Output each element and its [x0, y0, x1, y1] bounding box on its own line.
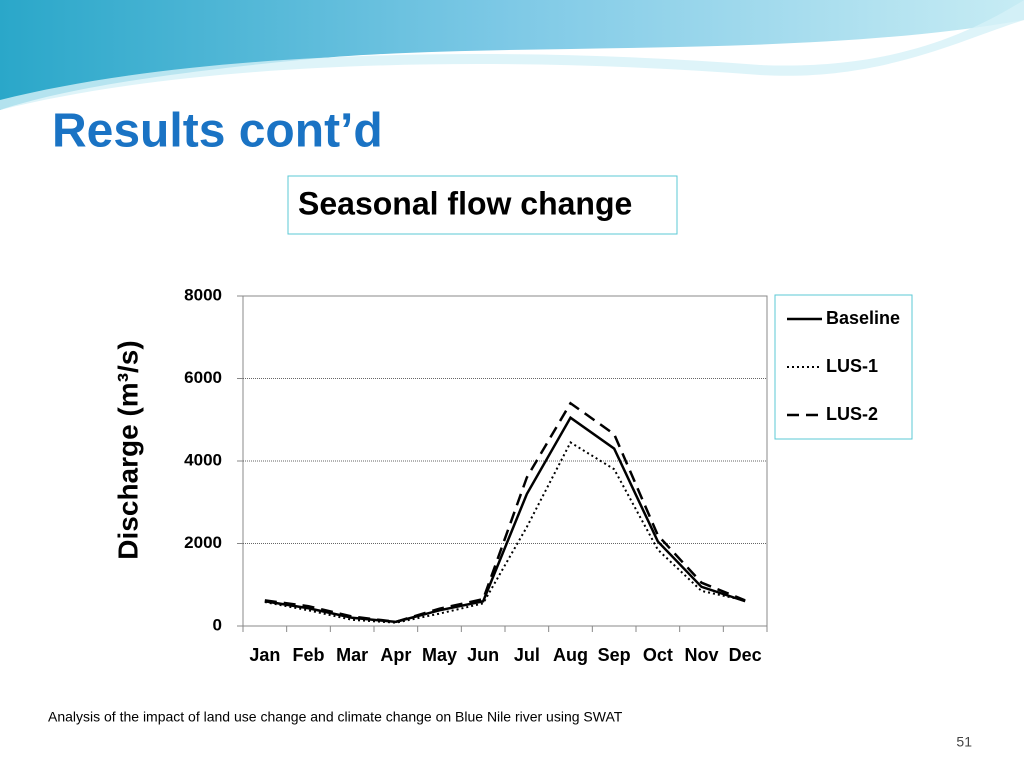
footer: Analysis of the impact of land use chang…	[48, 709, 623, 725]
series-line	[264, 415, 746, 624]
subtitle-box	[287, 175, 678, 235]
y-tick-label: 0	[213, 615, 222, 634]
y-tick-label: 2000	[184, 533, 222, 552]
x-tick-label: Aug	[553, 645, 588, 665]
x-tick-label: Feb	[292, 645, 324, 665]
y-tick-label: 4000	[184, 450, 222, 469]
x-tick-label: Apr	[380, 645, 411, 665]
header-wave	[0, 0, 1024, 110]
x-tick-label: Sep	[598, 645, 631, 665]
legend-label: LUS-2	[826, 404, 878, 424]
page-number: 51	[956, 734, 972, 750]
series-line	[264, 441, 746, 624]
slide-title: Results cont’d	[52, 105, 383, 158]
y-tick-label: 6000	[184, 368, 222, 387]
y-tick-label: 8000	[184, 285, 222, 304]
x-tick-label: Dec	[729, 645, 762, 665]
series-line	[264, 401, 746, 624]
x-tick-label: Jan	[249, 645, 280, 665]
subtitle: Seasonal flow change	[298, 185, 632, 221]
x-tick-label: Nov	[684, 645, 718, 665]
x-tick-label: Jun	[467, 645, 499, 665]
x-tick-label: May	[422, 645, 457, 665]
legend-label: Baseline	[826, 308, 900, 328]
x-tick-label: Jul	[514, 645, 540, 665]
y-axis-label: Discharge (m³/s)	[112, 340, 143, 559]
header-wave-light	[0, 0, 1024, 110]
x-tick-label: Oct	[643, 645, 673, 665]
legend-label: LUS-1	[826, 356, 878, 376]
x-tick-label: Mar	[336, 645, 368, 665]
